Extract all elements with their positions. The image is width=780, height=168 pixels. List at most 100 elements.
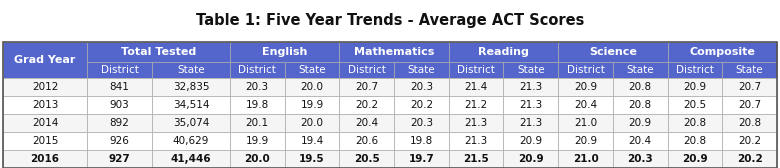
- Bar: [448, 42, 558, 62]
- Bar: [339, 62, 394, 78]
- Text: 19.8: 19.8: [246, 100, 269, 110]
- Bar: [722, 62, 777, 78]
- Bar: [394, 114, 448, 132]
- Bar: [339, 132, 394, 150]
- Bar: [230, 114, 285, 132]
- Text: 20.3: 20.3: [246, 82, 269, 92]
- Text: 20.8: 20.8: [629, 82, 652, 92]
- Text: 926: 926: [110, 136, 129, 146]
- Text: 20.5: 20.5: [683, 100, 707, 110]
- Bar: [448, 62, 503, 78]
- Bar: [87, 62, 152, 78]
- Text: State: State: [408, 65, 435, 75]
- Bar: [152, 78, 230, 96]
- Text: 19.5: 19.5: [300, 154, 324, 164]
- Bar: [152, 132, 230, 150]
- Bar: [152, 96, 230, 114]
- Bar: [152, 150, 230, 168]
- Text: Total Tested: Total Tested: [121, 47, 196, 57]
- Text: District: District: [101, 65, 139, 75]
- Bar: [87, 78, 152, 96]
- Text: 32,835: 32,835: [173, 82, 209, 92]
- Text: 20.7: 20.7: [355, 82, 378, 92]
- Bar: [668, 114, 722, 132]
- Bar: [87, 42, 230, 62]
- Bar: [503, 62, 558, 78]
- Bar: [613, 62, 668, 78]
- Bar: [558, 114, 613, 132]
- Text: 2016: 2016: [30, 154, 59, 164]
- Bar: [152, 114, 230, 132]
- Text: 20.4: 20.4: [355, 118, 378, 128]
- Bar: [668, 96, 722, 114]
- Text: Grad Year: Grad Year: [14, 55, 76, 65]
- Bar: [339, 96, 394, 114]
- Text: 21.3: 21.3: [519, 118, 542, 128]
- Text: 19.7: 19.7: [409, 154, 434, 164]
- Bar: [230, 78, 285, 96]
- Bar: [285, 132, 339, 150]
- Text: Science: Science: [589, 47, 636, 57]
- Text: 20.9: 20.9: [574, 136, 597, 146]
- Text: Mathematics: Mathematics: [354, 47, 434, 57]
- Bar: [668, 78, 722, 96]
- Bar: [230, 42, 339, 62]
- Text: 21.3: 21.3: [464, 118, 488, 128]
- Text: 21.3: 21.3: [464, 136, 488, 146]
- Bar: [339, 42, 448, 62]
- Bar: [230, 150, 285, 168]
- Bar: [558, 62, 613, 78]
- Text: 2012: 2012: [32, 82, 58, 92]
- Bar: [285, 78, 339, 96]
- Text: 20.9: 20.9: [682, 154, 707, 164]
- Text: State: State: [177, 65, 205, 75]
- Bar: [394, 150, 448, 168]
- Text: 21.0: 21.0: [574, 118, 597, 128]
- Bar: [285, 62, 339, 78]
- Text: 20.5: 20.5: [354, 154, 380, 164]
- Text: 20.9: 20.9: [574, 82, 597, 92]
- Bar: [339, 150, 394, 168]
- Bar: [3, 150, 87, 168]
- Text: Table 1: Five Year Trends - Average ACT Scores: Table 1: Five Year Trends - Average ACT …: [196, 12, 584, 28]
- Text: 20.0: 20.0: [244, 154, 270, 164]
- Bar: [722, 96, 777, 114]
- Bar: [503, 150, 558, 168]
- Text: 927: 927: [108, 154, 130, 164]
- Bar: [503, 78, 558, 96]
- Text: 40,629: 40,629: [173, 136, 209, 146]
- Bar: [613, 132, 668, 150]
- Text: 20.1: 20.1: [246, 118, 269, 128]
- Text: 21.3: 21.3: [519, 100, 542, 110]
- Bar: [668, 132, 722, 150]
- Bar: [3, 132, 87, 150]
- Bar: [722, 132, 777, 150]
- Text: District: District: [239, 65, 276, 75]
- Bar: [722, 150, 777, 168]
- Text: 20.8: 20.8: [738, 118, 761, 128]
- Text: State: State: [626, 65, 654, 75]
- Text: 20.9: 20.9: [518, 154, 544, 164]
- Bar: [722, 78, 777, 96]
- Text: 20.2: 20.2: [737, 154, 763, 164]
- Bar: [613, 96, 668, 114]
- Bar: [613, 78, 668, 96]
- Bar: [230, 132, 285, 150]
- Bar: [285, 150, 339, 168]
- Text: 892: 892: [110, 118, 129, 128]
- Bar: [285, 114, 339, 132]
- Text: State: State: [298, 65, 326, 75]
- Text: English: English: [262, 47, 307, 57]
- Text: 21.5: 21.5: [463, 154, 489, 164]
- Bar: [339, 114, 394, 132]
- Bar: [87, 96, 152, 114]
- Text: District: District: [348, 65, 385, 75]
- Bar: [394, 132, 448, 150]
- Text: Composite: Composite: [690, 47, 755, 57]
- Text: 20.8: 20.8: [683, 136, 707, 146]
- Bar: [87, 114, 152, 132]
- Bar: [448, 132, 503, 150]
- Bar: [87, 132, 152, 150]
- Bar: [339, 78, 394, 96]
- Text: 20.8: 20.8: [683, 118, 707, 128]
